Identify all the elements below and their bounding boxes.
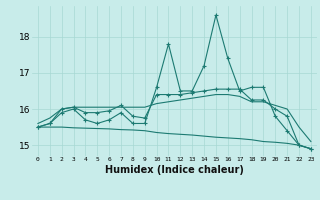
X-axis label: Humidex (Indice chaleur): Humidex (Indice chaleur) <box>105 165 244 175</box>
